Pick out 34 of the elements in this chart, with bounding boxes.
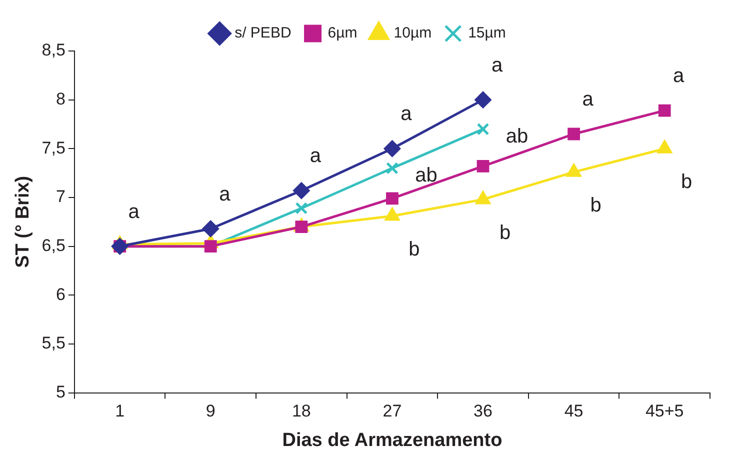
annotation: b [408,238,420,261]
y-tick-label: 8,5 [42,40,66,60]
annotation: a [491,54,504,76]
annotation: a [310,145,322,168]
legend-label: s/ PEBD [234,24,292,42]
x-tick-label: 1 [115,402,125,421]
y-tick-label: 5,5 [42,334,66,353]
y-tick-label: 6,5 [42,236,66,255]
x-tick-label: 36 [474,402,492,421]
x-tick-label: 45+5 [645,402,684,421]
annotation: ab [415,164,438,187]
x-tick-label: 45 [564,402,584,421]
annotation: a [128,200,140,223]
annotation: b [681,171,692,194]
y-tick-label: 6 [56,284,66,304]
annotation: a [582,88,594,111]
legend-label: 10µm [394,24,432,42]
x-axis-title: Dias de Armazenamento [282,430,502,451]
y-tick-label: 8 [56,90,66,109]
x-tick-label: 27 [382,402,402,421]
annotation: a [400,103,413,126]
y-tick-label: 7 [56,187,66,206]
y-tick-label: 5 [56,382,66,402]
y-tick-label: 7,5 [42,138,66,158]
y-axis-title: ST (° Brix) [12,176,34,268]
x-tick-label: 9 [206,402,216,421]
x-tick-label: 18 [292,402,311,421]
annotation: b [499,222,511,244]
legend-label: 6µm [328,24,358,42]
annotation: ab [506,126,528,148]
annotation: b [590,194,602,217]
legend-label: 15µm [468,24,506,42]
annotation: a [219,183,232,206]
annotation: a [673,65,686,88]
